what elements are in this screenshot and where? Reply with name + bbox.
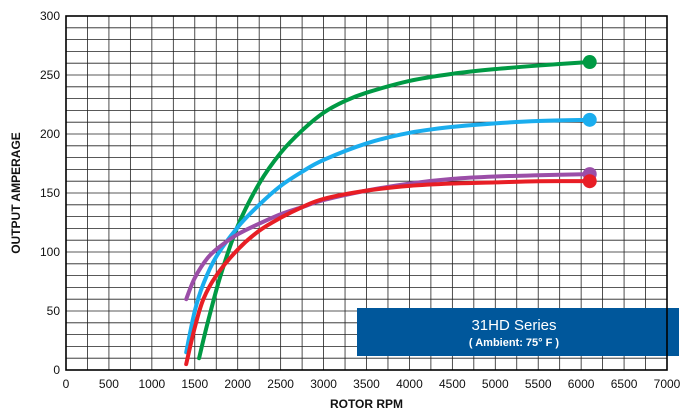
x-tick-label: 4000 (396, 377, 423, 391)
series-end-marker-1 (583, 55, 597, 69)
x-tick-label: 500 (99, 377, 119, 391)
x-tick-label: 5000 (482, 377, 509, 391)
x-tick-label: 6500 (611, 377, 638, 391)
annotation-title: 31HD Series (471, 317, 556, 334)
y-axis-label: OUTPUT AMPERAGE (9, 132, 23, 254)
y-tick-label: 300 (40, 9, 60, 23)
x-tick-label: 6000 (568, 377, 595, 391)
x-tick-label: 7000 (654, 377, 681, 391)
x-axis-label: ROTOR RPM (330, 397, 403, 411)
series-end-marker-2 (583, 113, 597, 127)
x-tick-label: 4500 (439, 377, 466, 391)
x-tick-label: 1500 (181, 377, 208, 391)
y-tick-label: 100 (40, 245, 60, 259)
annotation-subtitle: ( Ambient: 75° F ) (469, 337, 559, 349)
y-tick-label: 50 (47, 304, 61, 318)
x-tick-label: 2000 (224, 377, 251, 391)
x-tick-label: 1000 (139, 377, 166, 391)
y-tick-label: 200 (40, 127, 60, 141)
x-tick-label: 2500 (267, 377, 294, 391)
x-tick-label: 3000 (310, 377, 337, 391)
series-annotation: 31HD Series ( Ambient: 75° F ) (357, 308, 679, 356)
y-tick-label: 0 (53, 363, 60, 377)
y-tick-label: 250 (40, 68, 60, 82)
x-tick-label: 3500 (353, 377, 380, 391)
series-end-marker-4 (583, 174, 597, 188)
x-tick-label: 0 (63, 377, 70, 391)
x-tick-label: 5500 (525, 377, 552, 391)
y-tick-label: 150 (40, 186, 60, 200)
